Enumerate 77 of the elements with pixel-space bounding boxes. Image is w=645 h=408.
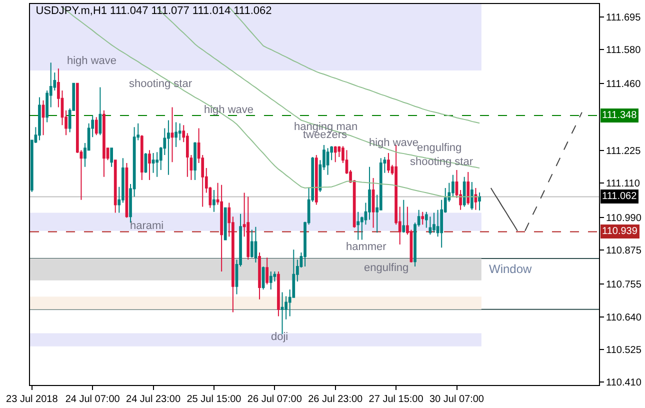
candlestick	[470, 181, 474, 210]
candlestick	[387, 152, 390, 174]
candlestick	[478, 192, 481, 211]
x-tick-label: 26 Jul 07:00	[247, 394, 302, 405]
ref-line-label: 111.062	[602, 191, 638, 202]
candlestick	[368, 166, 371, 220]
candlestick	[170, 106, 174, 163]
candlestick	[220, 184, 223, 272]
candlestick	[98, 86, 102, 136]
candlestick	[110, 148, 113, 168]
annotation: harami	[130, 220, 164, 232]
candlestick	[42, 100, 45, 136]
candlestick	[212, 189, 216, 212]
candlestick	[266, 257, 269, 285]
band-label: Window	[489, 262, 532, 276]
annotation: doji	[271, 331, 288, 343]
chart-title: USDJPY.m,H1 111.047 111.077 111.014 111.062	[36, 4, 272, 17]
annotation: high wave	[369, 137, 419, 149]
candlestick	[314, 154, 318, 206]
x-tick-label: 27 Jul 15:00	[368, 394, 424, 405]
annotation: shooting star	[129, 78, 192, 90]
candlestick	[269, 271, 272, 290]
candlestick	[474, 187, 478, 210]
annotation: tweezers	[303, 129, 348, 141]
annotation: engulfing	[364, 262, 409, 274]
ref-line-label: 110.939	[602, 226, 638, 237]
x-tick-label: 26 Jul 23:00	[308, 394, 364, 405]
candlestick	[254, 226, 258, 263]
candlestick	[148, 150, 151, 180]
candlestick	[428, 216, 432, 236]
candlestick	[38, 96, 41, 141]
x-tick-label: 25 Jul 15:00	[186, 394, 242, 405]
candlestick	[462, 176, 466, 208]
candlestick	[114, 160, 117, 214]
y-tick-label: 111.460	[606, 79, 642, 90]
y-tick-label: 110.525	[606, 344, 642, 356]
line-series	[490, 187, 518, 232]
candlestick	[174, 122, 178, 148]
candlestick	[224, 207, 227, 240]
y-tick-label: 111.580	[606, 44, 642, 56]
candlestick	[356, 211, 360, 240]
candlestick	[250, 229, 254, 258]
candlestick	[246, 196, 250, 260]
y-tick-label: 110.875	[606, 245, 642, 256]
line-series	[228, 6, 480, 124]
x-tick-label: 24 Jul 23:00	[126, 394, 181, 405]
candlestick	[152, 152, 155, 174]
annotation: engulfing	[417, 142, 462, 154]
candlestick	[102, 110, 106, 178]
candlestick	[372, 178, 375, 228]
y-tick-label: 110.410	[606, 378, 642, 389]
x-tick-label: 30 Jul 07:00	[430, 394, 484, 405]
y-tick-label: 110.755	[606, 280, 642, 291]
candlestick	[277, 271, 280, 317]
annotation: hammer	[346, 241, 387, 253]
candlestick	[167, 120, 170, 176]
y-tick-label: 110.990	[606, 212, 642, 224]
x-tick-label: 23 Jul 2018	[6, 394, 58, 405]
candlestick	[326, 148, 330, 176]
ref-line-label: 111.348	[602, 110, 638, 121]
candlestick	[258, 252, 261, 300]
candlestick	[421, 211, 424, 226]
line-series	[524, 112, 582, 232]
x-tick-label: 24 Jul 07:00	[65, 394, 120, 405]
candlestick	[194, 142, 196, 180]
candlestick	[466, 172, 470, 206]
annotation: high wave	[67, 55, 117, 67]
y-tick-label: 111.695	[606, 12, 642, 24]
annotation: shooting star	[410, 156, 474, 168]
candlestick	[402, 199, 406, 234]
candlestick	[94, 116, 98, 136]
y-tick-label: 110.640	[606, 312, 642, 324]
candlestick	[140, 134, 144, 180]
y-tick-label: 111.225	[606, 146, 642, 157]
candlestick	[334, 146, 337, 163]
y-tick-label: 111.110	[606, 178, 640, 190]
candlestick	[432, 212, 436, 234]
